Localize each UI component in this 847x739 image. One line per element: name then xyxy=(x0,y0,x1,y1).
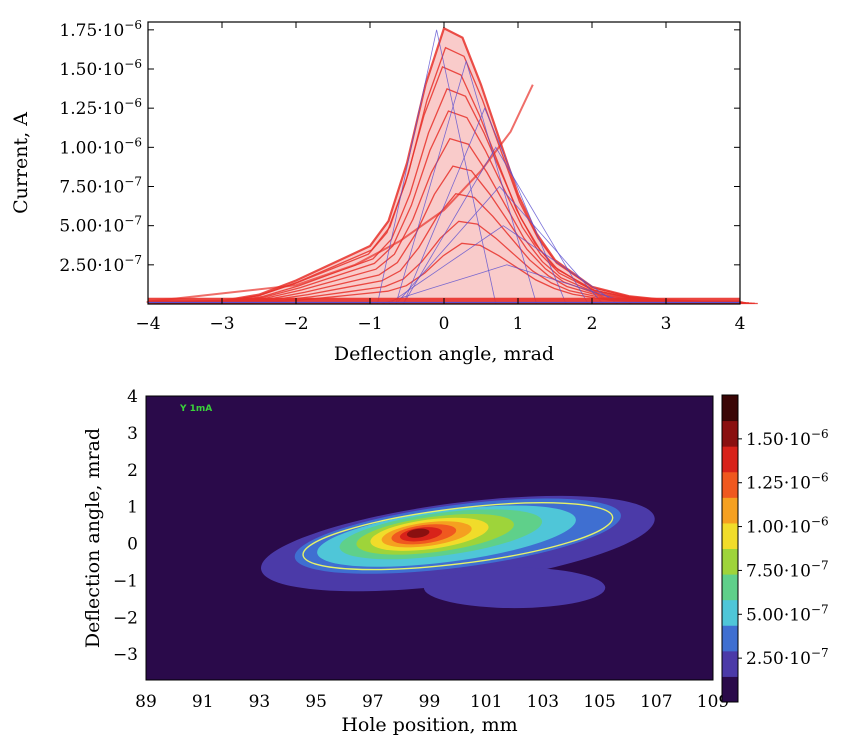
y-tick-label: −3 xyxy=(113,645,138,665)
profile-area xyxy=(148,28,740,305)
mesh-line xyxy=(388,225,619,305)
colorbar xyxy=(721,394,739,703)
y-tick-label: 2 xyxy=(127,461,138,481)
heatmap-contours xyxy=(260,495,655,609)
contour-level xyxy=(423,567,606,609)
y-tick-label: 1.50·10−6 xyxy=(59,57,142,80)
x-tick-label: 89 xyxy=(135,692,157,712)
x-tick-label: 91 xyxy=(192,692,214,712)
mesh-line xyxy=(395,59,537,305)
line-plot: −4 −3 −2 −1 0 1 2 3 4 2.50·10−7 5.00·10−7 7.50·10−… xyxy=(10,18,758,365)
y-tick-label: 7.50·10−7 xyxy=(59,175,142,198)
colorbar-swatch xyxy=(722,522,738,549)
colorbar-tick-label: 1.50·10−6 xyxy=(746,427,829,450)
x-tick-label: 95 xyxy=(305,692,327,712)
mesh-line xyxy=(380,264,633,305)
profile-line xyxy=(153,137,746,304)
colorbar-tick-label: 7.50·10−7 xyxy=(746,558,829,581)
profile-fill xyxy=(148,28,740,305)
colorbar-tick-label: 1.00·10−6 xyxy=(746,515,829,538)
heatmap-annotation: Y 1mA xyxy=(179,404,212,414)
y-tick-label: 1.25·10−6 xyxy=(59,96,142,119)
y-tick-label: 5.00·10−7 xyxy=(59,214,142,237)
colorbar-ticks: 2.50·10−7 5.00·10−7 7.50·10−7 1.00·10−6 1.25… xyxy=(738,427,829,669)
y-tick-label: 1 xyxy=(127,498,138,518)
y-tick-label: 0 xyxy=(127,535,138,555)
x-tick-label: 109 xyxy=(697,692,729,712)
y-tick-label: 1.75·10−6 xyxy=(59,18,142,41)
x-tick-label: −4 xyxy=(135,314,160,334)
line-plot-x-ticks: −4 −3 −2 −1 0 1 2 3 4 xyxy=(135,22,745,334)
colorbar-swatch xyxy=(722,471,738,498)
heatmap-x-ticks: 89 91 93 95 97 99 101 103 105 107 109 xyxy=(135,692,729,712)
colorbar-swatch xyxy=(722,395,738,422)
line-plot-y-ticks: 2.50·10−7 5.00·10−7 7.50·10−7 1.00·10−6 1.25… xyxy=(59,18,740,276)
mesh-line xyxy=(395,185,604,305)
heatmap-frame xyxy=(145,395,714,681)
colorbar-swatch xyxy=(722,676,738,703)
colorbar-swatch xyxy=(722,446,738,473)
y-tick-label: 1.00·10−6 xyxy=(59,135,142,158)
y-tick-label: −1 xyxy=(113,571,138,591)
colorbar-swatch xyxy=(722,574,738,601)
colorbar-swatch xyxy=(722,599,738,626)
x-tick-label: −3 xyxy=(209,314,234,334)
mesh-line xyxy=(402,107,567,305)
colorbar-swatch xyxy=(722,497,738,524)
contour-level xyxy=(406,528,430,538)
x-tick-label: 93 xyxy=(249,692,271,712)
x-tick-label: 0 xyxy=(439,314,450,334)
colorbar-swatch xyxy=(722,548,738,575)
x-tick-label: 107 xyxy=(640,692,672,712)
x-tick-label: −2 xyxy=(283,314,308,334)
y-tick-label: 4 xyxy=(127,387,138,407)
x-tick-label: 99 xyxy=(419,692,441,712)
heatmap-y-ticks: −3 −2 −1 0 1 2 3 4 xyxy=(113,387,138,665)
x-tick-label: 3 xyxy=(661,314,672,334)
heatmap-x-label: Hole position, mm xyxy=(341,714,517,736)
profile-line xyxy=(152,110,745,304)
heatmap-plot: Y 1mA 89 91 93 95 97 99 101 103 105 107 109 −3−2−1… xyxy=(82,387,829,736)
colorbar-frame xyxy=(721,394,739,703)
x-tick-label: 103 xyxy=(527,692,559,712)
x-tick-label: −1 xyxy=(357,314,382,334)
x-tick-label: 4 xyxy=(735,314,746,334)
colorbar-swatch xyxy=(722,625,738,652)
x-tick-label: 97 xyxy=(362,692,384,712)
y-tick-label: −2 xyxy=(113,608,138,628)
colorbar-tick-label: 1.25·10−6 xyxy=(746,471,829,494)
profile-line xyxy=(147,84,534,303)
colorbar-swatch xyxy=(722,650,738,677)
x-tick-label: 101 xyxy=(470,692,502,712)
x-tick-label: 105 xyxy=(583,692,615,712)
profile-line xyxy=(151,88,743,303)
heatmap-y-label: Deflection angle, mrad xyxy=(82,428,104,648)
line-plot-y-label: Current, A xyxy=(10,112,32,214)
colorbar-tick-label: 5.00·10−7 xyxy=(746,602,829,625)
colorbar-tick-label: 2.50·10−7 xyxy=(746,646,829,669)
line-plot-x-label: Deflection angle, mrad xyxy=(334,343,554,365)
x-tick-label: 2 xyxy=(587,314,598,334)
y-tick-label: 2.50·10−7 xyxy=(59,253,142,276)
x-tick-label: 1 xyxy=(513,314,524,334)
y-tick-label: 3 xyxy=(127,424,138,444)
contour-outline xyxy=(302,502,614,571)
colorbar-swatch xyxy=(722,420,738,447)
